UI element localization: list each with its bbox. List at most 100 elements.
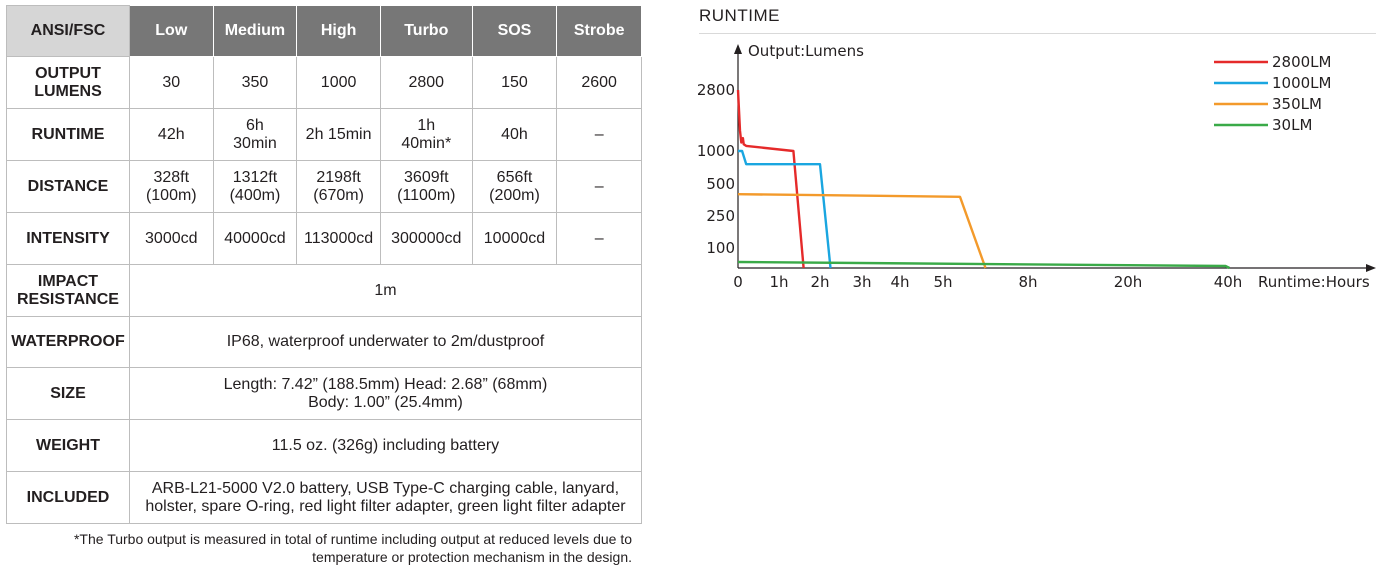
- cell-line: LUMENS: [34, 82, 102, 100]
- turbo-footnote: *The Turbo output is measured in total o…: [40, 530, 632, 566]
- cell-line: (200m): [489, 186, 540, 204]
- y-tick-label: 2800: [697, 81, 735, 99]
- mode-header-turbo: Turbo: [379, 5, 473, 57]
- table-cell: –: [556, 108, 642, 161]
- cell-line: Length: 7.42” (188.5mm) Head: 2.68” (68m…: [223, 375, 548, 393]
- legend-label-30lm: 30LM: [1272, 116, 1312, 134]
- table-cell: 656ft (200m): [471, 160, 558, 213]
- chart-series: [736, 89, 1231, 270]
- cell-line: RUNTIME: [31, 125, 105, 143]
- y-tick-label: 500: [706, 175, 735, 193]
- table-cell: 328ft (100m): [128, 160, 214, 213]
- x-axis-title: Runtime:Hours: [1258, 273, 1370, 291]
- cell-line: 1312ft: [232, 168, 278, 186]
- cell-line: 6h: [246, 116, 264, 134]
- mode-header-medium: Medium: [212, 5, 298, 57]
- table-span-cell: 11.5 oz. (326g) including battery: [128, 419, 643, 472]
- table-cell: 1000: [296, 56, 381, 109]
- cell-line: WATERPROOF: [11, 333, 125, 350]
- table-row: WEIGHT 11.5 oz. (326g) including battery: [6, 419, 643, 472]
- table-cell: 300000cd: [379, 212, 473, 265]
- cell-line: WEIGHT: [35, 436, 100, 454]
- cell-line: DISTANCE: [27, 177, 109, 195]
- x-tick-label: 2h: [810, 273, 829, 291]
- cell-line: ARB-L21-5000 V2.0 battery, USB Type-C ch…: [151, 479, 620, 497]
- table-cell: 150: [471, 56, 558, 109]
- row-label: RUNTIME: [6, 108, 130, 161]
- cell-line: IMPACT: [37, 272, 99, 290]
- cell-line: holster, spare O-ring, red light filter …: [145, 497, 626, 515]
- cell-line: temperature or protection mechanism in t…: [312, 549, 632, 565]
- x-tick-label: 4h: [890, 273, 909, 291]
- table-cell: 1312ft (400m): [212, 160, 298, 213]
- cell-line: 30: [162, 73, 181, 91]
- row-label: INCLUDED: [6, 471, 130, 524]
- table-row: INCLUDED ARB-L21-5000 V2.0 battery, USB T…: [6, 471, 643, 524]
- runtime-chart: Output:Lumens Runtime:Hours 100 250 500 1000 2…: [697, 42, 1376, 291]
- table-header-row: ANSI/FSC Low Medium High Turbo SOS Strobe: [6, 5, 642, 57]
- cell-line: 10000cd: [483, 229, 546, 247]
- x-tick-label: 40h: [1214, 273, 1243, 291]
- cell-line: 328ft: [153, 168, 190, 186]
- table-row: DISTANCE 328ft (100m) 1312ft (400m) 2198ft (67…: [6, 160, 642, 213]
- table-span-cell: Length: 7.42” (188.5mm) Head: 2.68” (68m…: [128, 367, 643, 420]
- cell-line: SIZE: [50, 384, 86, 402]
- cell-line: (670m): [313, 186, 364, 204]
- cell-line: (1100m): [397, 186, 456, 204]
- table-cell: 2198ft (670m): [296, 160, 381, 213]
- row-label: SIZE: [6, 367, 130, 420]
- cell-line: 3609ft: [404, 168, 449, 186]
- table-span-cell: IP68, waterproof underwater to 2m/dustpr…: [128, 316, 643, 368]
- cell-line: 40000cd: [224, 229, 286, 247]
- cell-line: 40h: [501, 125, 528, 143]
- chart-title: RUNTIME: [699, 6, 780, 25]
- cell-line: –: [594, 125, 604, 143]
- table-cell: 42h: [128, 108, 214, 161]
- cell-line: 1000: [320, 73, 357, 91]
- mode-header-strobe: Strobe: [556, 5, 642, 57]
- cell-line: IP68, waterproof underwater to 2m/dustpr…: [226, 333, 545, 350]
- table-cell: 2600: [556, 56, 642, 109]
- table-row: RUNTIME 42h 6h 30min 2h 15min 1h 40min* 40h –: [6, 108, 642, 161]
- table-row: WATERPROOF IP68, waterproof underwater to…: [6, 316, 643, 368]
- cell-line: 656ft: [496, 168, 533, 186]
- table-cell: 113000cd: [296, 212, 381, 265]
- cell-line: (100m): [145, 186, 197, 204]
- chart-axes: Output:Lumens Runtime:Hours 100 250 500 1000 2…: [697, 42, 1376, 291]
- chart-title-divider: [699, 33, 1376, 34]
- row-label: WEIGHT: [6, 419, 130, 472]
- table-row: OUTPUT LUMENS 30 350 1000 2800 150 2600: [6, 56, 642, 109]
- x-tick-label: 5h: [933, 273, 952, 291]
- table-cell: 40h: [471, 108, 558, 161]
- cell-line: 1m: [374, 281, 397, 299]
- cell-line: 2600: [581, 73, 617, 91]
- series-line-30lm: [737, 260, 1231, 270]
- table-body: OUTPUT LUMENS 30 350 1000 2800 150 2600 RUNTIME 4…: [6, 56, 643, 524]
- row-label: WATERPROOF: [6, 316, 130, 368]
- cell-line: Body: 1.00” (25.4mm): [308, 393, 463, 411]
- table-span-cell: 1m: [128, 264, 643, 317]
- cell-line: (400m): [229, 186, 281, 204]
- y-axis-title: Output:Lumens: [748, 42, 864, 60]
- spec-table: ANSI/FSC Low Medium High Turbo SOS Strobe OUT…: [6, 5, 643, 524]
- x-tick-label: 0: [733, 273, 743, 291]
- table-row: SIZE Length: 7.42” (188.5mm) Head: 2.68” …: [6, 367, 643, 420]
- table-cell: –: [556, 212, 642, 265]
- cell-line: OUTPUT: [35, 64, 101, 82]
- cell-line: 1h: [417, 116, 436, 134]
- chart-legend: 2800LM 1000LM 350LM 30LM: [1214, 53, 1331, 134]
- cell-line: 42h: [157, 125, 185, 143]
- cell-line: 11.5 oz. (326g) including battery: [271, 436, 500, 454]
- table-cell: 40000cd: [212, 212, 298, 265]
- table-row: INTENSITY 3000cd 40000cd 113000cd 300000cd 10…: [6, 212, 642, 265]
- x-tick-label: 3h: [852, 273, 871, 291]
- cell-line: 40min*: [401, 134, 452, 152]
- legend-label-2800lm: 2800LM: [1272, 53, 1331, 71]
- table-corner-label: ANSI/FSC: [6, 5, 130, 57]
- cell-line: RESISTANCE: [17, 290, 119, 308]
- table-cell: 1h 40min*: [379, 108, 473, 161]
- table-cell: 10000cd: [471, 212, 558, 265]
- cell-line: 300000cd: [391, 229, 462, 247]
- table-cell: 2h 15min: [296, 108, 381, 161]
- row-label: IMPACT RESISTANCE: [6, 264, 130, 317]
